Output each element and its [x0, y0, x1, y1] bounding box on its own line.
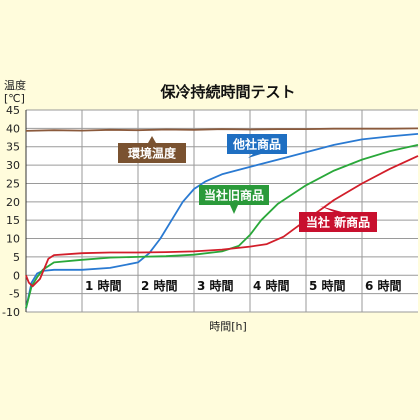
x-tick-label: 1 時間 [85, 278, 122, 293]
y-axis-label-line2: [℃] [4, 92, 25, 105]
y-tick-label: 15 [6, 214, 20, 227]
y-tick-label: 40 [6, 122, 20, 135]
series-line-3 [25, 155, 419, 288]
series-label-box-2 [199, 185, 269, 205]
series-label-pointer-2 [230, 205, 238, 214]
series-label-text-1: 他社商品 [232, 137, 281, 152]
series-line-1 [25, 133, 419, 309]
x-tick-labels: 1 時間 2 時間 3 時間 4 時間 5 時間 6 時間 [85, 278, 402, 293]
x-axis-label: 時間[h] [209, 320, 247, 333]
series-label-box-1 [227, 134, 287, 154]
y-tick-label: -10 [2, 306, 20, 319]
y-tick-label: 5 [13, 251, 20, 264]
series-label-box-3 [299, 212, 377, 232]
x-tick-label: 3 時間 [197, 278, 234, 293]
series-label-text-2: 当社旧商品 [204, 188, 264, 203]
series-label-box-0 [118, 143, 186, 163]
y-axis-label-line1: 温度 [4, 78, 26, 92]
plot-area [26, 110, 418, 312]
x-tick-label: 6 時間 [365, 278, 402, 293]
chart-title: 保冷持続時間テスト [159, 83, 295, 101]
y-tick-label: 20 [6, 196, 20, 209]
series-label-text-3: 当社 新商品 [306, 215, 370, 230]
series-line-0 [25, 127, 419, 132]
y-tick-label: 35 [6, 141, 20, 154]
y-tick-label: -5 [9, 288, 20, 301]
x-tick-label: 2 時間 [141, 278, 178, 293]
x-tick-label: 4 時間 [253, 278, 290, 293]
series-label-pointer-1 [248, 154, 261, 158]
series-label-pointer-0 [148, 136, 156, 143]
y-tick-label: 45 [6, 104, 20, 117]
series-label-pointer-3 [320, 206, 342, 212]
series-lines [25, 127, 419, 309]
y-tick-label: 30 [6, 159, 20, 172]
y-tick-labels: 45 40 35 30 25 20 15 10 5 0 -5 -10 [2, 104, 20, 319]
series-label-text-0: 環境温度 [128, 146, 177, 161]
y-tick-label: 10 [6, 233, 20, 246]
x-tick-label: 5 時間 [309, 278, 346, 293]
y-tick-label: 25 [6, 177, 20, 190]
y-tick-label: 0 [13, 269, 20, 282]
